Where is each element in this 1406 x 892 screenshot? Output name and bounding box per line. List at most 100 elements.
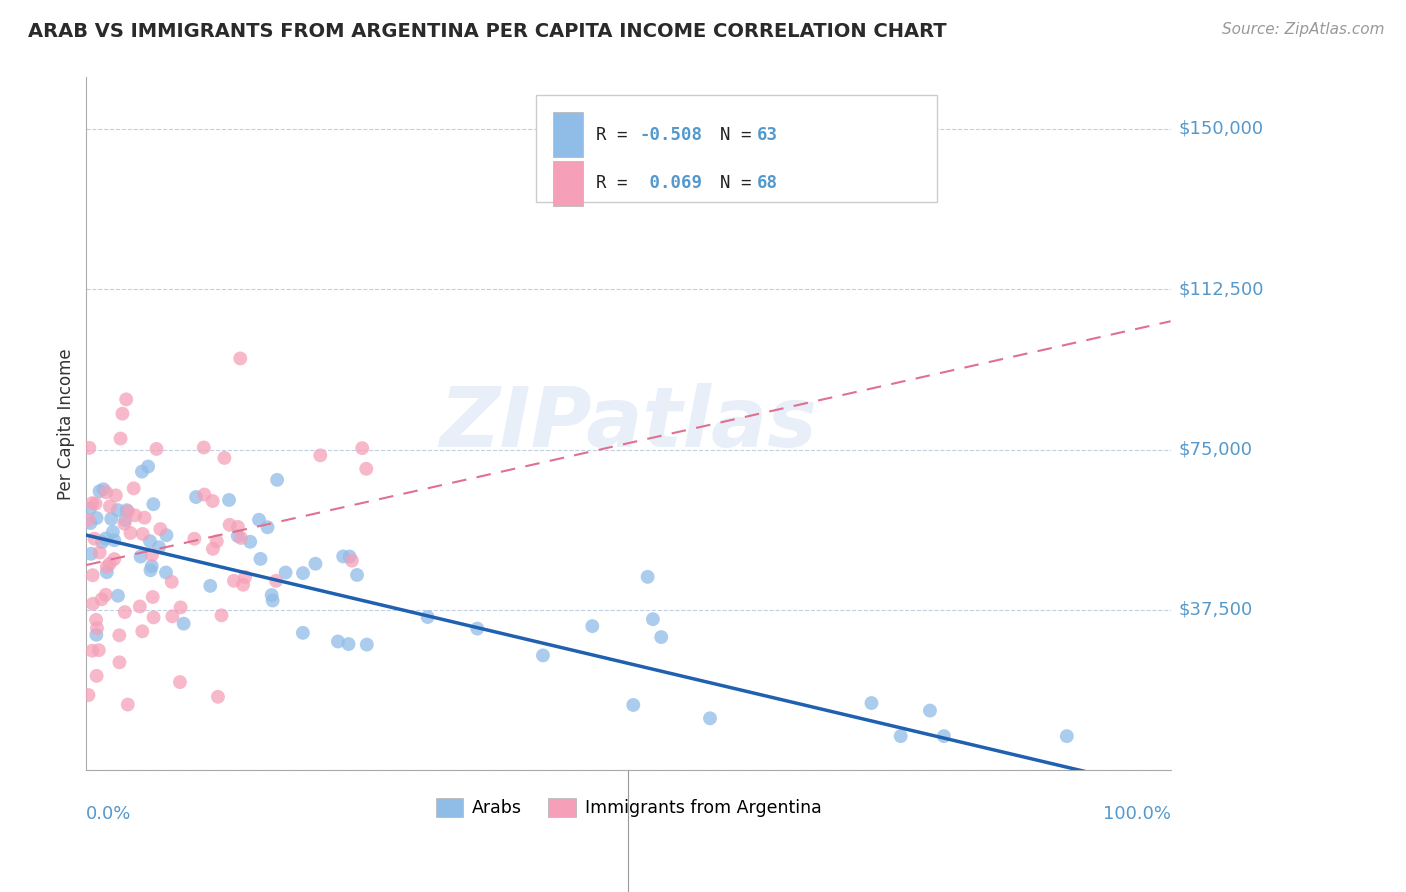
Point xyxy=(110,432,132,446)
Point xyxy=(214,450,236,465)
Point xyxy=(120,526,142,541)
Point xyxy=(115,503,138,517)
Point xyxy=(86,628,108,642)
Bar xyxy=(553,112,583,157)
Point xyxy=(96,565,118,579)
Point xyxy=(264,574,287,588)
Point xyxy=(139,563,162,577)
Point xyxy=(94,588,117,602)
Point xyxy=(226,529,249,543)
Point xyxy=(79,516,101,530)
Text: 68: 68 xyxy=(756,174,778,192)
Point xyxy=(142,610,165,624)
Point xyxy=(356,638,378,652)
Point xyxy=(637,570,659,584)
Point xyxy=(114,513,136,527)
Point xyxy=(84,613,107,627)
Point xyxy=(91,535,114,549)
Text: -0.508: -0.508 xyxy=(640,126,703,144)
Point xyxy=(100,512,122,526)
Point xyxy=(86,621,108,635)
Point xyxy=(82,496,104,510)
Point xyxy=(274,566,297,580)
Text: 63: 63 xyxy=(756,126,778,144)
Point xyxy=(93,483,115,497)
Point xyxy=(103,533,125,548)
Point xyxy=(205,534,228,549)
Point xyxy=(339,549,361,564)
Point xyxy=(129,549,152,564)
Point xyxy=(304,557,326,571)
Point xyxy=(621,698,644,712)
Point xyxy=(416,610,439,624)
Point xyxy=(117,504,139,518)
Point xyxy=(111,407,134,421)
Point xyxy=(80,547,103,561)
Point xyxy=(122,481,145,495)
Point xyxy=(309,448,332,462)
Point xyxy=(201,494,224,508)
Point xyxy=(211,608,233,623)
Point xyxy=(107,503,129,517)
Point xyxy=(465,622,488,636)
Text: N =: N = xyxy=(699,174,762,192)
Text: N =: N = xyxy=(699,126,762,144)
Point xyxy=(249,552,271,566)
Point xyxy=(86,511,108,525)
Point xyxy=(148,541,170,555)
Point xyxy=(134,510,156,524)
Point xyxy=(77,513,100,527)
Point xyxy=(136,459,159,474)
Bar xyxy=(553,161,583,206)
Point xyxy=(98,557,121,571)
Text: $112,500: $112,500 xyxy=(1180,280,1264,298)
Point xyxy=(77,688,100,702)
Point xyxy=(1056,729,1078,743)
Point xyxy=(139,534,162,549)
Text: R =: R = xyxy=(596,174,638,192)
Point xyxy=(229,531,252,545)
Point xyxy=(291,625,314,640)
Point xyxy=(266,473,288,487)
Point xyxy=(260,588,283,602)
Point xyxy=(104,488,127,502)
Point xyxy=(581,619,603,633)
Point xyxy=(101,524,124,539)
Text: ZIPatlas: ZIPatlas xyxy=(440,384,817,465)
Text: R =: R = xyxy=(596,126,638,144)
Point xyxy=(82,643,104,657)
Point xyxy=(79,441,101,455)
Point xyxy=(89,545,111,559)
Point xyxy=(108,628,131,642)
Point xyxy=(193,441,215,455)
Point xyxy=(145,442,167,456)
Point xyxy=(108,656,131,670)
Point xyxy=(352,441,374,455)
Point xyxy=(155,528,177,542)
Point xyxy=(699,711,721,725)
Text: 0.0%: 0.0% xyxy=(86,805,132,823)
Y-axis label: Per Capita Income: Per Capita Income xyxy=(58,348,75,500)
Text: $37,500: $37,500 xyxy=(1180,601,1253,619)
Point xyxy=(112,516,135,531)
Point xyxy=(155,566,177,580)
Point xyxy=(131,465,153,479)
Point xyxy=(262,593,284,607)
Point xyxy=(232,578,254,592)
Point xyxy=(82,568,104,582)
Point xyxy=(184,490,207,504)
Point xyxy=(128,599,150,614)
Point xyxy=(356,462,378,476)
Text: 100.0%: 100.0% xyxy=(1102,805,1171,823)
Point xyxy=(169,600,191,615)
Point xyxy=(173,616,195,631)
Point xyxy=(90,592,112,607)
Text: ARAB VS IMMIGRANTS FROM ARGENTINA PER CAPITA INCOME CORRELATION CHART: ARAB VS IMMIGRANTS FROM ARGENTINA PER CA… xyxy=(28,22,946,41)
Point xyxy=(141,559,163,574)
Point xyxy=(890,729,912,743)
Point xyxy=(226,520,249,534)
Point xyxy=(326,634,349,648)
Point xyxy=(82,597,104,611)
Point xyxy=(98,500,121,514)
Point xyxy=(131,527,153,541)
